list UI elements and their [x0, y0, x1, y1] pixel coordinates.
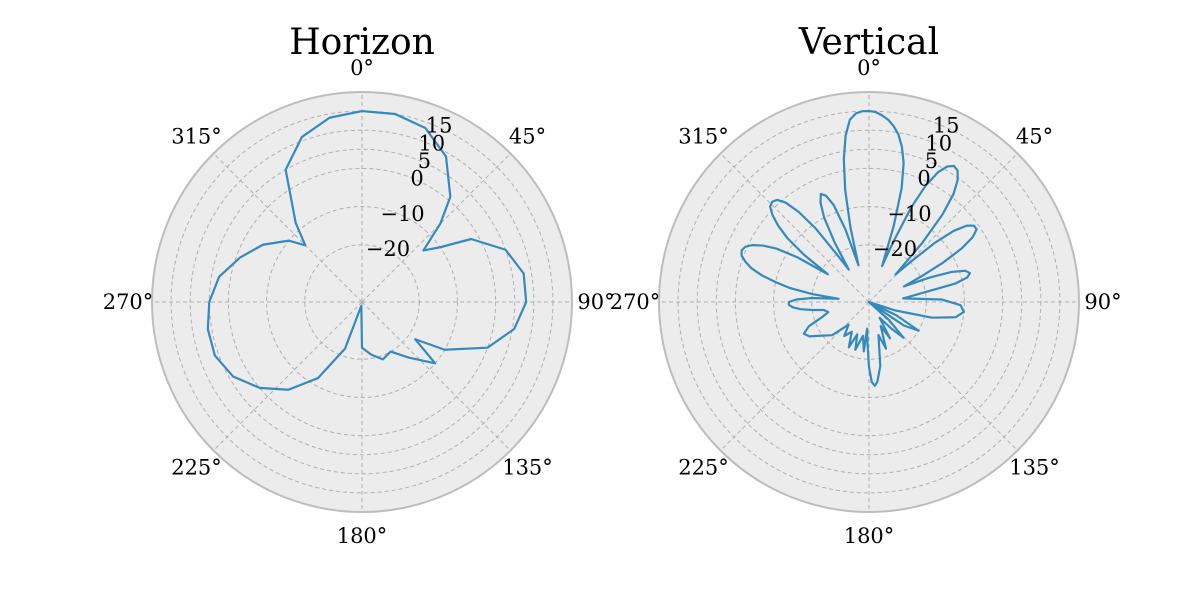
angle-tick-label: 315° — [678, 125, 729, 149]
angular-gridline — [361, 153, 511, 303]
angular-gridline — [213, 153, 363, 303]
angle-tick-label: 270° — [103, 290, 154, 314]
radial-tick-label: 0 — [917, 167, 930, 191]
angle-tick-label: 270° — [610, 290, 661, 314]
radial-tick-label: 15 — [426, 114, 453, 138]
radial-tick-label: −10 — [380, 202, 424, 226]
angular-gridline — [868, 153, 1018, 303]
horizon-polar-panel: 0° 45° 90° 135° 180° 225° 270° 315° −20 −10 051015… — [103, 22, 615, 548]
chart-title: Horizon — [289, 22, 435, 63]
angle-tick-label: 135° — [502, 456, 553, 480]
radial-tick-label: 0 — [410, 167, 423, 191]
angle-tick-label: 135° — [1009, 456, 1060, 480]
angle-tick-label: 180° — [844, 524, 895, 548]
series-line — [206, 109, 528, 391]
radial-tick-label: −20 — [366, 237, 410, 261]
radial-gridline — [266, 206, 458, 398]
radial-tick-label: 15 — [933, 114, 960, 138]
angle-tick-label: 225° — [171, 456, 222, 480]
radial-gridline — [773, 206, 965, 398]
chart-title: Vertical — [798, 22, 939, 63]
radial-tick-label: −10 — [887, 202, 931, 226]
angle-tick-label: 315° — [171, 125, 222, 149]
radial-tick-label: 10 — [418, 131, 445, 155]
radial-tick-label: 5 — [925, 149, 938, 173]
vertical-polar-panel: 0° 45° 90° 135° 180° 225° 270° 315° −20 −10 051015… — [610, 22, 1122, 548]
angle-tick-label: 45° — [509, 125, 546, 149]
angular-gridline — [213, 301, 363, 451]
angular-gridline — [720, 153, 870, 303]
angle-tick-label: 0° — [350, 56, 374, 80]
radial-tick-label: −20 — [873, 237, 917, 261]
angle-tick-label: 45° — [1016, 125, 1053, 149]
angle-tick-label: 90° — [577, 290, 614, 314]
angle-tick-label: 180° — [337, 524, 388, 548]
radial-tick-label: 10 — [925, 131, 952, 155]
angle-tick-label: 90° — [1084, 290, 1121, 314]
angle-tick-label: 0° — [857, 56, 881, 80]
angle-tick-label: 225° — [678, 456, 729, 480]
angular-gridline — [361, 301, 511, 451]
radial-tick-label: 5 — [418, 149, 431, 173]
series-line — [740, 109, 978, 387]
radial-gridline — [715, 148, 1023, 456]
